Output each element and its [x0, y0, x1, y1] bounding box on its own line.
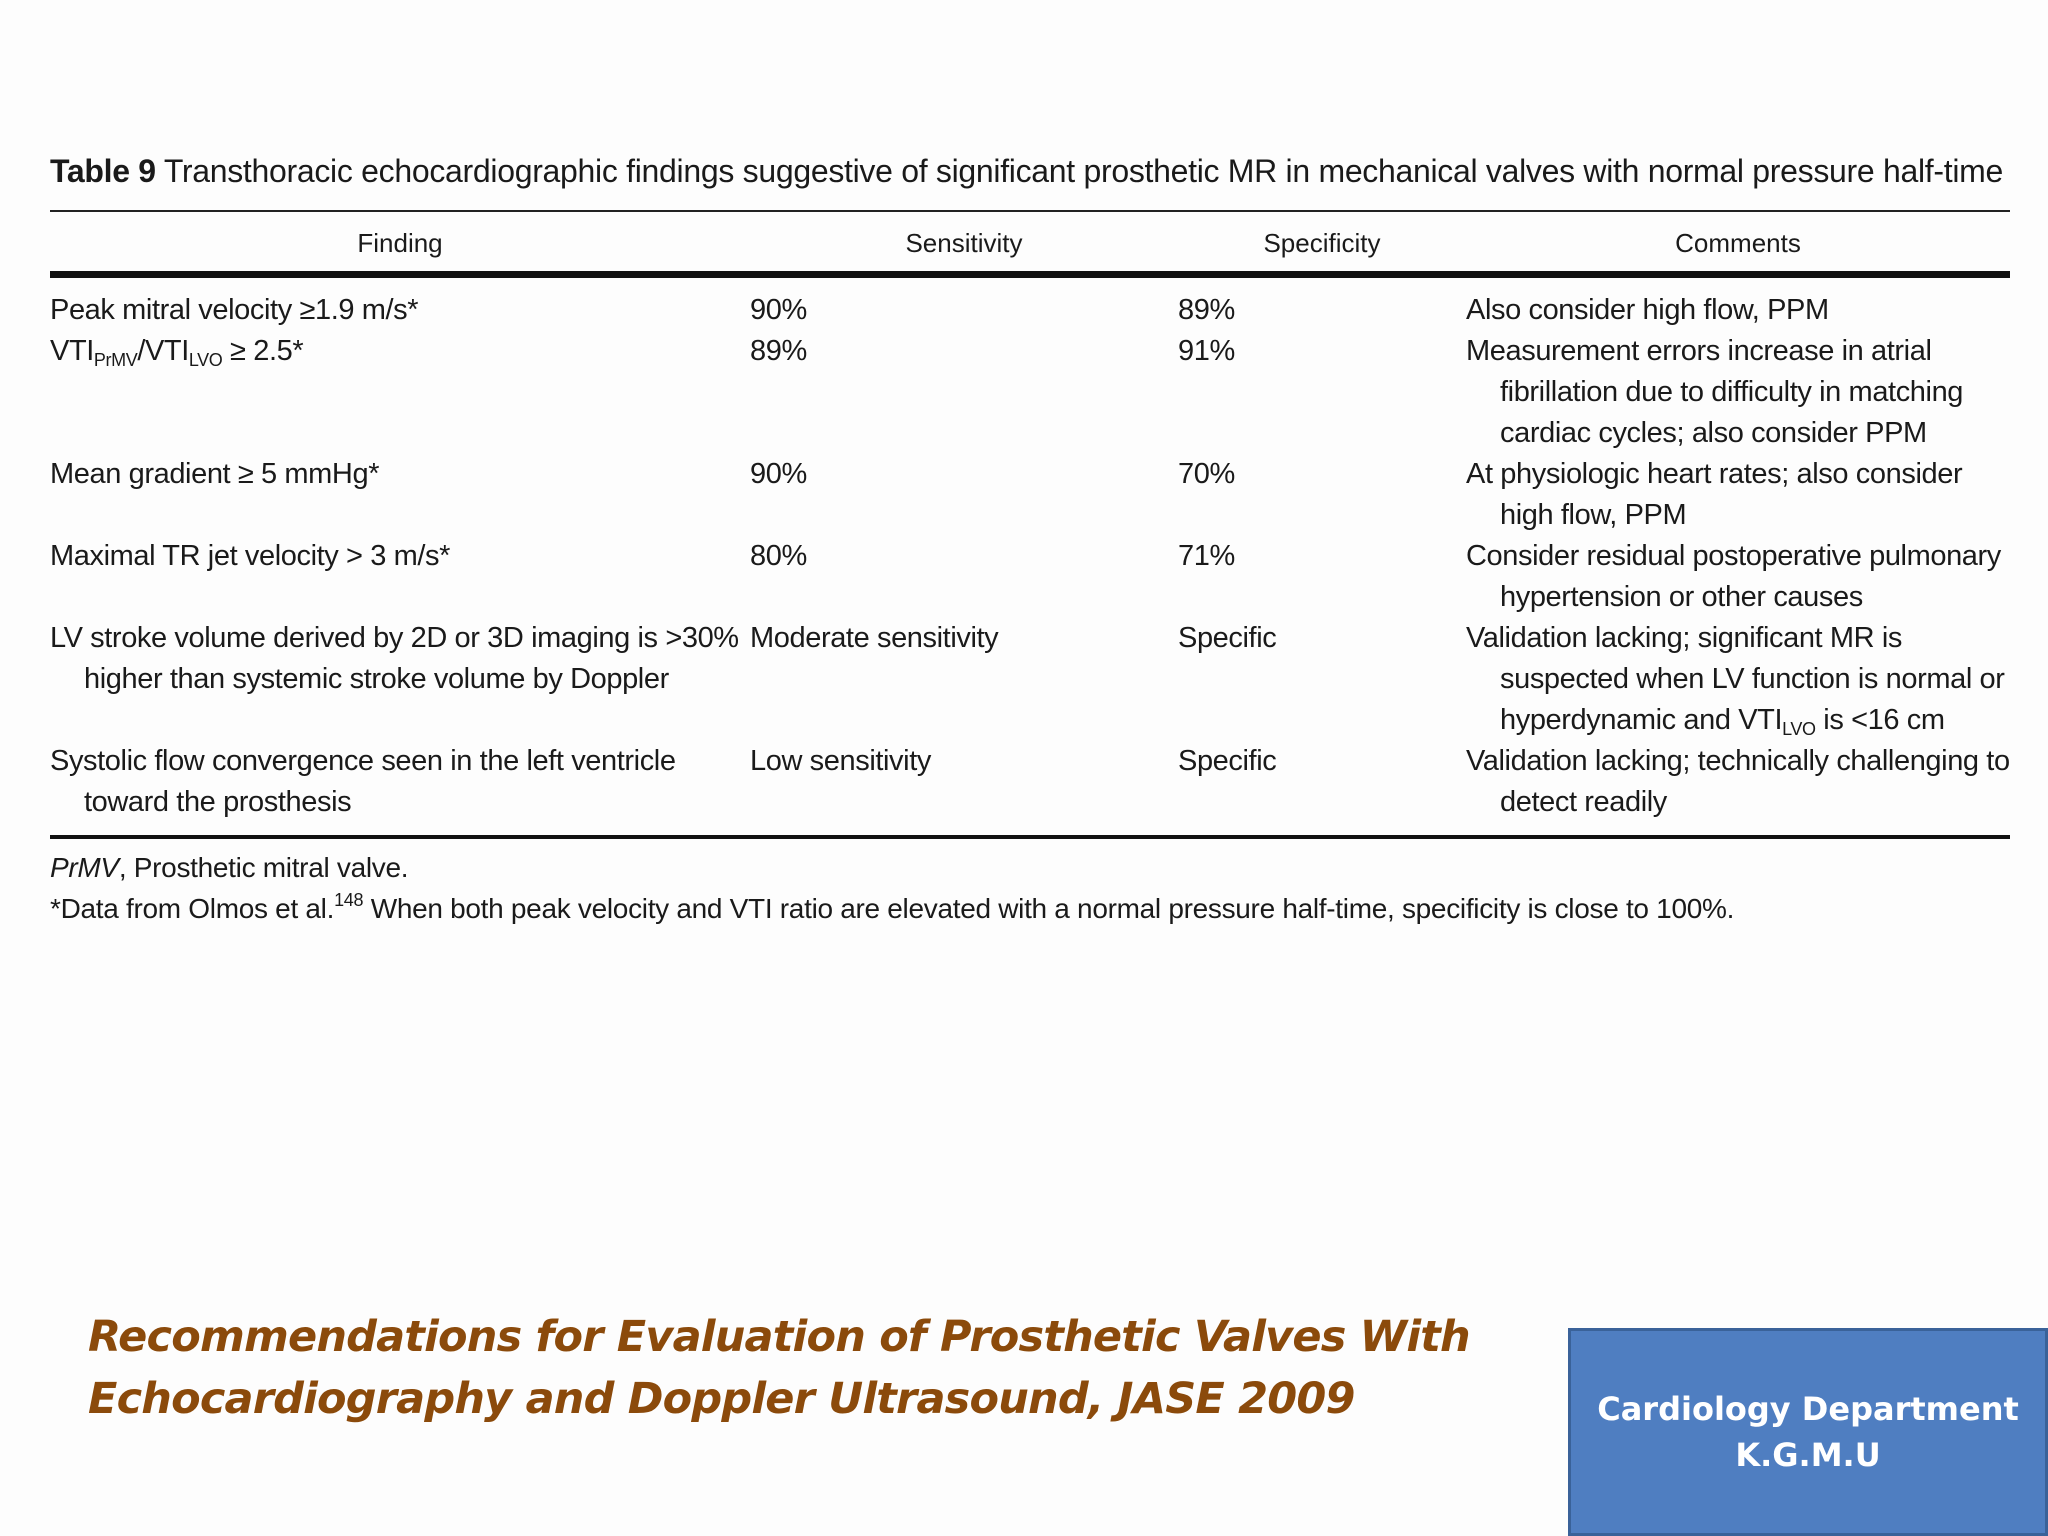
reference-line-2: Echocardiography and Doppler Ultrasound,…	[88, 1374, 1355, 1424]
table-title: Transthoracic echocardiographic findings…	[163, 153, 2003, 189]
comments-text: Validation lacking; significant MR is su…	[1466, 622, 2005, 736]
table-figure: Table 9 Transthoracic echocardiographic …	[50, 148, 2010, 929]
comments-cell: Consider residual postoperative pulmonar…	[1466, 540, 2001, 613]
source-reference: Recommendations for Evaluation of Prosth…	[88, 1306, 1488, 1430]
header-finding: Finding	[50, 210, 750, 278]
footnote-ref-number: 148	[334, 890, 364, 910]
comments-cell: Measurement errors increase in atrial fi…	[1466, 335, 1964, 449]
finding-cell: VTIPrMV/VTILVO ≥ 2.5*	[50, 331, 750, 372]
finding-cell: Peak mitral velocity ≥1.9 m/s*	[50, 294, 419, 326]
table-header-row: Finding Sensitivity Specificity Comments	[50, 210, 2010, 278]
table-row: VTIPrMV/VTILVO ≥ 2.5* 89% 91% Measuremen…	[50, 331, 2010, 454]
department-name: Cardiology Department	[1597, 1390, 2019, 1428]
sensitivity-cell: Moderate sensitivity	[750, 622, 999, 654]
footnote-abbr-text: , Prosthetic mitral valve.	[118, 852, 409, 883]
table-label: Table 9	[50, 153, 156, 189]
sensitivity-cell: 89%	[750, 335, 807, 367]
table-caption: Table 9 Transthoracic echocardiographic …	[50, 148, 2010, 194]
comments-cell: At physiologic heart rates; also conside…	[1466, 458, 1963, 531]
table-footnotes: PrMV, Prosthetic mitral valve. *Data fro…	[50, 847, 2010, 929]
reference-line-1: Recommendations for Evaluation of Prosth…	[88, 1312, 1471, 1362]
sensitivity-cell: Low sensitivity	[750, 741, 1178, 839]
specificity-cell: 91%	[1178, 335, 1235, 367]
table-row: Systolic flow convergence seen in the le…	[50, 741, 2010, 839]
sensitivity-cell: 80%	[750, 540, 807, 572]
finding-text: VTI	[50, 335, 94, 367]
findings-table: Finding Sensitivity Specificity Comments…	[50, 210, 2010, 839]
finding-cell: LV stroke volume derived by 2D or 3D ima…	[50, 622, 739, 695]
specificity-cell: Specific	[1178, 741, 1466, 839]
finding-cell: Systolic flow convergence seen in the le…	[50, 745, 676, 818]
footnote-abbreviation: PrMV, Prosthetic mitral valve.	[50, 847, 2010, 888]
comments-text: is <16 cm	[1815, 704, 1945, 736]
specificity-cell: Specific	[1178, 622, 1277, 654]
sensitivity-cell: 90%	[750, 458, 807, 490]
comments-cell: Also consider high flow, PPM	[1466, 294, 1829, 326]
finding-text: ≥ 2.5*	[222, 335, 304, 367]
comments-subscript: LVO	[1782, 719, 1816, 739]
table-row: Maximal TR jet velocity > 3 m/s* 80% 71%…	[50, 536, 2010, 618]
department-badge: Cardiology Department K.G.M.U	[1568, 1328, 2048, 1536]
comments-cell: Validation lacking; significant MR is su…	[1466, 618, 2010, 741]
header-sensitivity: Sensitivity	[750, 210, 1178, 278]
table-row: LV stroke volume derived by 2D or 3D ima…	[50, 618, 2010, 741]
specificity-cell: 71%	[1178, 540, 1235, 572]
table-row: Mean gradient ≥ 5 mmHg* 90% 70% At physi…	[50, 454, 2010, 536]
footnote-data-source: *Data from Olmos et al.148 When both pea…	[50, 888, 2010, 929]
department-institution: K.G.M.U	[1735, 1436, 1881, 1474]
header-specificity: Specificity	[1178, 210, 1466, 278]
specificity-cell: 70%	[1178, 458, 1235, 490]
finding-cell: Maximal TR jet velocity > 3 m/s*	[50, 540, 451, 572]
finding-subscript: PrMV	[93, 350, 138, 370]
footnote-text: When both peak velocity and VTI ratio ar…	[363, 893, 1735, 924]
specificity-cell: 89%	[1178, 294, 1235, 326]
comments-cell: Validation lacking; technically challeng…	[1466, 745, 2010, 818]
footnote-abbr-term: PrMV	[50, 852, 119, 883]
finding-subscript: LVO	[188, 350, 223, 370]
finding-text: /VTI	[137, 335, 189, 367]
sensitivity-cell: 90%	[750, 294, 807, 326]
table-row: Peak mitral velocity ≥1.9 m/s* 90% 89% A…	[50, 275, 2010, 332]
header-comments: Comments	[1466, 210, 2010, 278]
finding-cell: Mean gradient ≥ 5 mmHg*	[50, 458, 380, 490]
footnote-text: *Data from Olmos et al.	[50, 893, 335, 924]
